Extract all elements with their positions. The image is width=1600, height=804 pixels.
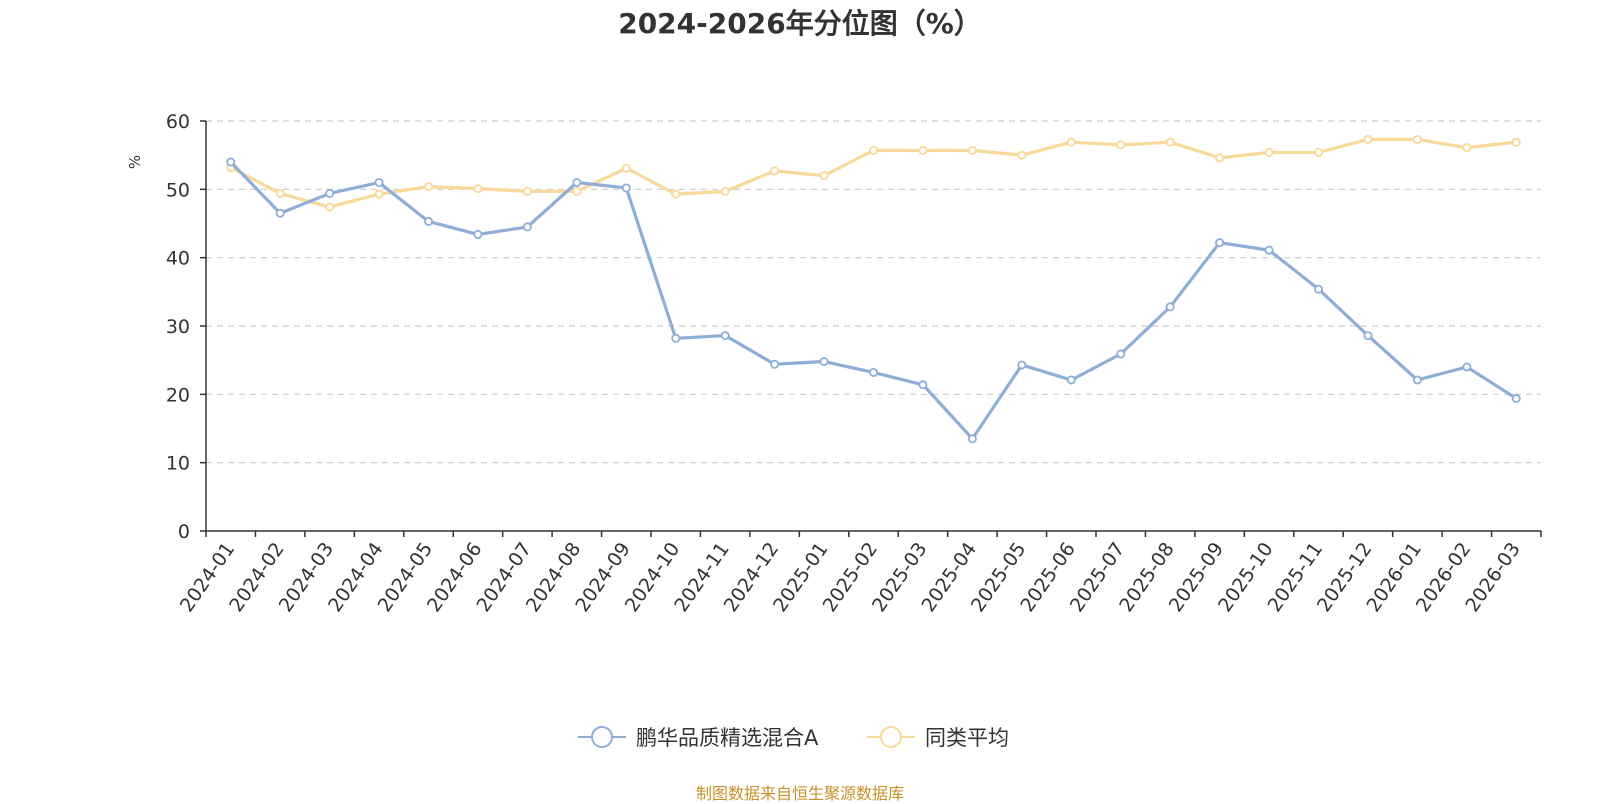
data-point: [720, 186, 730, 196]
data-point: [423, 182, 433, 192]
data-point: [1264, 147, 1274, 157]
series-lines: [226, 134, 1521, 444]
data-point: [1264, 245, 1274, 255]
source-note: 制图数据来自恒生聚源数据库: [695, 784, 904, 803]
x-axis-ticks: 2024-012024-022024-032024-042024-052024-…: [176, 531, 1542, 616]
data-point: [770, 166, 780, 176]
data-point: [621, 183, 631, 193]
legend-circle-marker: [880, 726, 902, 748]
data-point: [275, 188, 285, 198]
legend-label: 同类平均: [925, 726, 1009, 750]
y-tick-label: 60: [166, 111, 190, 133]
data-point: [1314, 147, 1324, 157]
data-point: [869, 367, 879, 377]
data-point: [819, 357, 829, 367]
data-point: [967, 434, 977, 444]
data-point: [374, 189, 384, 199]
chart-title: 2024-2026年分位图（%）: [618, 7, 982, 40]
data-point: [522, 222, 532, 232]
y-tick-label: 40: [166, 248, 190, 270]
data-point: [671, 189, 681, 199]
legend-label: 鹏华品质精选混合A: [636, 726, 819, 750]
data-point: [325, 188, 335, 198]
legend-item-1[interactable]: 鹏华品质精选混合A: [578, 726, 819, 750]
data-point: [1363, 134, 1373, 144]
series-1: [226, 157, 1521, 444]
data-point: [1116, 349, 1126, 359]
data-point: [226, 157, 236, 167]
y-tick-label: 10: [166, 453, 190, 475]
data-point: [621, 163, 631, 173]
y-axis-ticks: 0 10 20 30 40 50 60: [166, 111, 206, 543]
data-point: [1462, 143, 1472, 153]
series-line: [229, 160, 1518, 441]
data-point: [918, 380, 928, 390]
data-point: [1017, 360, 1027, 370]
data-point: [1017, 150, 1027, 160]
data-point: [374, 177, 384, 187]
data-point: [918, 145, 928, 155]
data-point: [572, 186, 582, 196]
data-point: [869, 145, 879, 155]
data-point: [1412, 134, 1422, 144]
data-point: [1116, 140, 1126, 150]
data-point: [522, 186, 532, 196]
data-point: [671, 333, 681, 343]
gridlines: [206, 120, 1541, 464]
series-2: [226, 134, 1521, 212]
data-point: [473, 229, 483, 239]
data-point: [770, 359, 780, 369]
legend-item-2[interactable]: 同类平均: [867, 726, 1009, 750]
data-point: [1511, 393, 1521, 403]
data-point: [572, 177, 582, 187]
data-point: [1066, 137, 1076, 147]
data-point: [473, 184, 483, 194]
legend-circle-marker: [591, 726, 613, 748]
data-point: [1462, 362, 1472, 372]
data-point: [1165, 137, 1175, 147]
data-point: [819, 171, 829, 181]
y-axis-unit-label: %: [126, 155, 144, 169]
data-point: [325, 202, 335, 212]
data-point: [1165, 302, 1175, 312]
data-point: [1314, 284, 1324, 294]
data-point: [423, 216, 433, 226]
y-tick-label: 0: [178, 521, 190, 543]
data-point: [1215, 238, 1225, 248]
data-point: [275, 208, 285, 218]
y-tick-label: 50: [166, 179, 190, 201]
data-point: [1412, 375, 1422, 385]
data-point: [720, 331, 730, 341]
legend[interactable]: 鹏华品质精选混合A 同类平均: [578, 726, 1009, 750]
data-point: [1511, 137, 1521, 147]
data-point: [1215, 153, 1225, 163]
y-tick-label: 20: [166, 384, 190, 406]
y-tick-label: 30: [166, 316, 190, 338]
data-point: [1363, 331, 1373, 341]
data-point: [1066, 375, 1076, 385]
data-point: [967, 145, 977, 155]
